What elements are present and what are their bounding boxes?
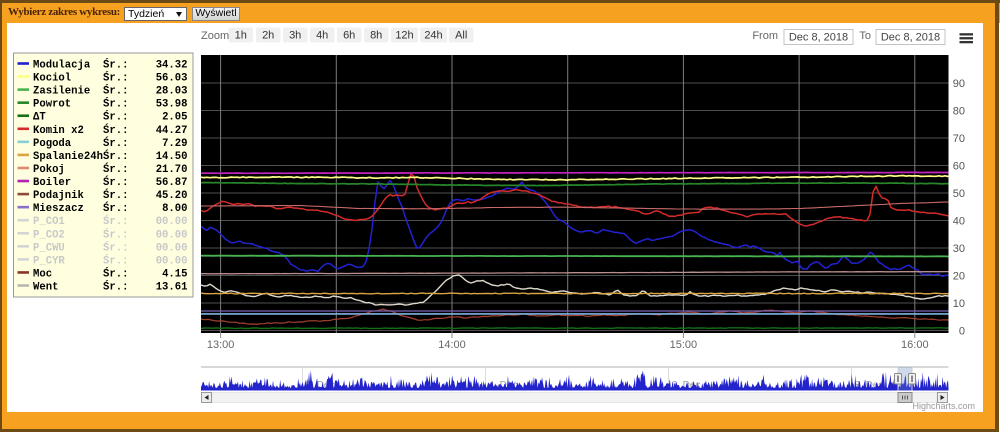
svg-text:45.20: 45.20 bbox=[156, 190, 188, 202]
svg-text:Highcharts.com: Highcharts.com bbox=[912, 401, 975, 411]
svg-text:Boiler: Boiler bbox=[33, 177, 71, 189]
svg-text:21.70: 21.70 bbox=[156, 164, 188, 176]
svg-text:Śr.:: Śr.: bbox=[103, 214, 128, 228]
svg-text:Went: Went bbox=[33, 282, 58, 294]
svg-text:Spalanie24h: Spalanie24h bbox=[33, 151, 103, 163]
svg-text:Śr.:: Śr.: bbox=[103, 162, 128, 176]
svg-text:Śr.:: Śr.: bbox=[103, 175, 128, 189]
svg-text:P_CO2: P_CO2 bbox=[33, 229, 65, 241]
svg-text:13:00: 13:00 bbox=[207, 339, 235, 351]
svg-text:60: 60 bbox=[953, 161, 965, 173]
svg-text:2h: 2h bbox=[262, 30, 274, 42]
svg-text:Śr.:: Śr.: bbox=[103, 240, 128, 254]
svg-text:Śr.:: Śr.: bbox=[103, 136, 128, 150]
svg-text:00.00: 00.00 bbox=[156, 255, 188, 267]
svg-text:Śr.:: Śr.: bbox=[103, 227, 128, 241]
svg-text:Śr.:: Śr.: bbox=[103, 188, 128, 202]
svg-text:4. Dec: 4. Dec bbox=[489, 380, 518, 391]
svg-text:Pogoda: Pogoda bbox=[33, 138, 72, 150]
svg-text:Śr.:: Śr.: bbox=[103, 266, 128, 280]
svg-text:Dec 8, 2018: Dec 8, 2018 bbox=[881, 32, 940, 44]
svg-text:56.87: 56.87 bbox=[156, 177, 188, 189]
svg-text:Śr.:: Śr.: bbox=[103, 97, 128, 111]
svg-text:Dec 8, 2018: Dec 8, 2018 bbox=[789, 32, 848, 44]
svg-text:90: 90 bbox=[953, 78, 965, 90]
svg-text:70: 70 bbox=[953, 133, 965, 145]
svg-text:80: 80 bbox=[953, 106, 965, 118]
svg-text:Komin x2: Komin x2 bbox=[33, 125, 84, 137]
svg-text:From: From bbox=[752, 30, 778, 42]
svg-text:10: 10 bbox=[953, 298, 965, 310]
svg-text:34.32: 34.32 bbox=[156, 60, 188, 72]
svg-text:53.98: 53.98 bbox=[156, 99, 188, 111]
svg-text:4.15: 4.15 bbox=[162, 268, 187, 280]
svg-text:14:00: 14:00 bbox=[438, 339, 466, 351]
svg-text:8.00: 8.00 bbox=[162, 203, 187, 215]
svg-text:ΔT: ΔT bbox=[33, 112, 46, 124]
svg-text:2.05: 2.05 bbox=[162, 112, 187, 124]
svg-text:00.00: 00.00 bbox=[156, 229, 188, 241]
svg-text:14.50: 14.50 bbox=[156, 151, 188, 163]
svg-text:P_CWU: P_CWU bbox=[33, 242, 65, 254]
svg-text:To: To bbox=[859, 30, 871, 42]
svg-text:Śr.:: Śr.: bbox=[103, 280, 128, 294]
svg-text:24h: 24h bbox=[424, 30, 442, 42]
svg-text:Mieszacz: Mieszacz bbox=[33, 203, 84, 215]
svg-text:4h: 4h bbox=[316, 30, 328, 42]
svg-text:00.00: 00.00 bbox=[156, 216, 188, 228]
svg-text:6h: 6h bbox=[343, 30, 355, 42]
svg-text:15:00: 15:00 bbox=[670, 339, 698, 351]
svg-text:Śr.:: Śr.: bbox=[103, 84, 128, 98]
svg-text:Zasilenie: Zasilenie bbox=[33, 86, 90, 98]
svg-text:Śr.:: Śr.: bbox=[103, 58, 128, 72]
svg-text:Śr.:: Śr.: bbox=[103, 253, 128, 267]
svg-text:Powrot: Powrot bbox=[33, 99, 71, 111]
svg-text:Modulacja: Modulacja bbox=[33, 60, 91, 72]
svg-text:16:00: 16:00 bbox=[901, 339, 929, 351]
svg-text:Moc: Moc bbox=[33, 268, 52, 280]
svg-text:1h: 1h bbox=[235, 30, 247, 42]
svg-text:12h: 12h bbox=[395, 30, 413, 42]
svg-text:2. Dec: 2. Dec bbox=[306, 380, 335, 391]
svg-text:30: 30 bbox=[953, 243, 965, 255]
svg-text:20: 20 bbox=[953, 271, 965, 283]
svg-text:7.29: 7.29 bbox=[162, 138, 187, 150]
svg-text:P_CYR: P_CYR bbox=[33, 255, 65, 267]
svg-text:13.61: 13.61 bbox=[156, 282, 188, 294]
svg-text:Śr.:: Śr.: bbox=[103, 123, 128, 137]
svg-text:Kociol: Kociol bbox=[33, 73, 71, 85]
svg-text:All: All bbox=[455, 30, 467, 42]
svg-text:P_CO1: P_CO1 bbox=[33, 216, 65, 228]
svg-text:40: 40 bbox=[953, 216, 965, 228]
svg-text:Śr.:: Śr.: bbox=[103, 110, 128, 124]
svg-text:Zoom: Zoom bbox=[201, 30, 229, 42]
svg-text:0: 0 bbox=[959, 326, 965, 338]
svg-text:3h: 3h bbox=[289, 30, 301, 42]
svg-text:00.00: 00.00 bbox=[156, 242, 188, 254]
svg-text:28.03: 28.03 bbox=[156, 86, 188, 98]
svg-text:Śr.:: Śr.: bbox=[103, 149, 128, 163]
svg-text:50: 50 bbox=[953, 188, 965, 200]
svg-text:Podajnik: Podajnik bbox=[33, 190, 85, 202]
svg-text:8h: 8h bbox=[370, 30, 382, 42]
svg-text:56.03: 56.03 bbox=[156, 73, 188, 85]
svg-text:Śr.:: Śr.: bbox=[103, 71, 128, 85]
svg-text:6. Dec: 6. Dec bbox=[672, 380, 701, 391]
svg-text:44.27: 44.27 bbox=[156, 125, 188, 137]
svg-text:Śr.:: Śr.: bbox=[103, 201, 128, 215]
svg-text:Pokoj: Pokoj bbox=[33, 164, 65, 176]
